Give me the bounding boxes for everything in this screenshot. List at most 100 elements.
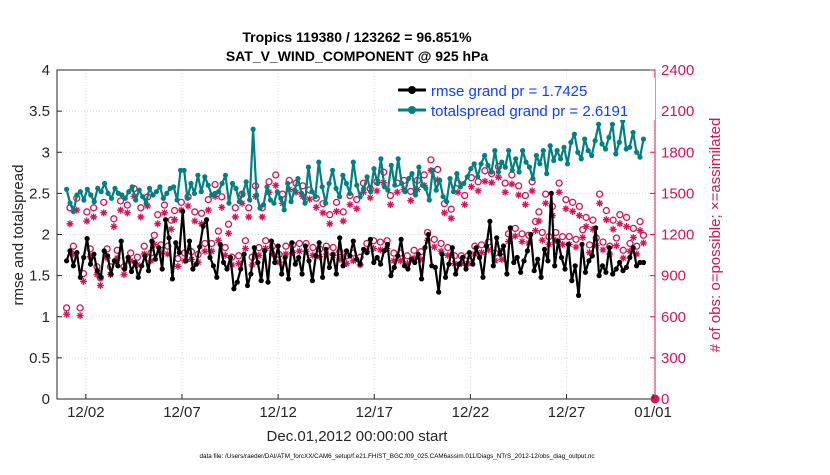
- obs-assimilated-marker: [359, 188, 367, 196]
- obs-possible-marker: [83, 208, 91, 216]
- obs-assimilated-marker: [225, 229, 233, 237]
- totalspread-marker: [509, 167, 515, 173]
- obs-assimilated-marker: [245, 213, 253, 221]
- obs-possible-marker: [211, 180, 219, 189]
- totalspread-marker: [319, 184, 325, 190]
- rmse-marker: [497, 251, 503, 257]
- totalspread-marker: [281, 207, 287, 213]
- rmse-marker: [81, 254, 87, 261]
- totalspread-marker: [157, 184, 163, 190]
- rmse-marker: [347, 253, 353, 259]
- totalspread-marker: [640, 136, 647, 142]
- obs-assimilated-marker: [76, 312, 84, 320]
- totalspread-marker: [98, 189, 104, 195]
- obs-possible-marker: [265, 178, 273, 186]
- totalspread-marker: [361, 185, 367, 191]
- rmse-marker: [460, 254, 466, 261]
- obs-assimilated-marker: [160, 209, 168, 217]
- rmse-marker: [548, 190, 554, 196]
- obs-possible-marker: [639, 231, 648, 239]
- rmse-marker: [480, 274, 486, 280]
- obs-assimilated-marker: [623, 223, 631, 231]
- obs-assimilated-marker: [113, 254, 121, 262]
- rmse-marker: [555, 238, 561, 244]
- obs-possible-marker: [518, 230, 526, 238]
- rmse-marker: [449, 245, 455, 251]
- rmse-marker: [340, 263, 346, 269]
- obs-assimilated-marker: [117, 206, 125, 214]
- rmse-marker: [186, 238, 193, 244]
- rmse-marker: [487, 218, 493, 224]
- rmse-marker: [163, 217, 169, 223]
- obs-assimilated-marker: [339, 217, 347, 225]
- obs-possible-marker: [447, 205, 455, 213]
- obs-possible-marker: [332, 198, 341, 206]
- obs-possible-marker: [575, 202, 584, 211]
- obs-assimilated-marker: [444, 251, 452, 259]
- obs-assimilated-marker: [73, 206, 81, 214]
- totalspread-marker: [326, 180, 332, 187]
- totalspread-marker: [216, 189, 222, 195]
- totalspread-marker: [243, 179, 249, 185]
- totalspread-marker: [630, 129, 636, 136]
- rmse-marker: [436, 289, 442, 295]
- rmse-marker: [74, 250, 80, 256]
- rmse-marker: [617, 259, 623, 266]
- rmse-marker: [538, 274, 544, 280]
- legend: rmse grand pr = 1.7425 totalspread grand…: [393, 78, 655, 120]
- rmse-marker: [105, 253, 111, 259]
- totalspread-marker: [205, 182, 211, 188]
- rmse-marker: [238, 266, 244, 272]
- obs-assimilated-marker: [488, 179, 496, 187]
- obs-assimilated-marker: [569, 207, 577, 215]
- obs-possible-marker: [595, 190, 604, 198]
- obs-assimilated-marker: [238, 199, 246, 207]
- obs-assimilated-marker: [612, 242, 620, 250]
- chart-title-line2: SAT_V_WIND_COMPONENT @ 925 hPa: [226, 48, 489, 64]
- obs-assimilated-marker: [120, 271, 128, 279]
- rmse-marker: [361, 246, 367, 252]
- obs-possible-marker: [602, 206, 611, 215]
- obs-assimilated-marker: [521, 201, 529, 209]
- y-tick-label-right: 1500: [661, 185, 694, 202]
- obs-assimilated-marker: [410, 254, 418, 262]
- obs-assimilated-marker: [501, 188, 509, 196]
- rmse-marker: [84, 236, 90, 242]
- totalspread-marker: [95, 185, 101, 191]
- y-tick-label-right: 600: [661, 309, 686, 326]
- obs-assimilated-marker: [589, 225, 597, 233]
- obs-possible-marker: [585, 241, 594, 249]
- obs-assimilated-marker: [127, 257, 135, 265]
- obs-possible-marker: [235, 252, 243, 260]
- totalspread-marker: [236, 199, 242, 205]
- obs-possible-marker: [154, 211, 162, 219]
- obs-assimilated-marker: [319, 209, 327, 217]
- totalspread-marker: [198, 189, 204, 195]
- totalspread-marker: [340, 172, 346, 178]
- rmse-marker: [241, 251, 247, 257]
- rmse-marker: [384, 241, 391, 247]
- rmse-marker: [405, 266, 411, 272]
- obs-assimilated-marker: [194, 258, 202, 266]
- totalspread-marker: [488, 169, 495, 175]
- totalspread-marker: [599, 141, 605, 147]
- rmse-marker: [442, 274, 449, 280]
- totalspread-marker: [440, 194, 446, 200]
- totalspread-marker: [388, 162, 394, 168]
- y-tick-label-right: 900: [661, 268, 686, 285]
- rmse-marker: [320, 274, 326, 280]
- obs-assimilated-marker: [518, 238, 526, 246]
- obs-possible-marker: [110, 215, 118, 223]
- totalspread-marker: [606, 134, 612, 140]
- rmse-marker: [579, 241, 585, 247]
- totalspread-marker: [613, 151, 619, 157]
- rmse-marker: [285, 276, 292, 282]
- rmse-marker: [115, 263, 121, 269]
- totalspread-marker: [330, 167, 336, 173]
- rmse-marker: [142, 253, 148, 259]
- obs-assimilated-marker: [336, 255, 344, 263]
- rmse-marker: [535, 256, 541, 262]
- obs-possible-marker: [376, 238, 384, 246]
- rmse-marker: [565, 241, 572, 247]
- obs-possible-marker: [69, 242, 78, 250]
